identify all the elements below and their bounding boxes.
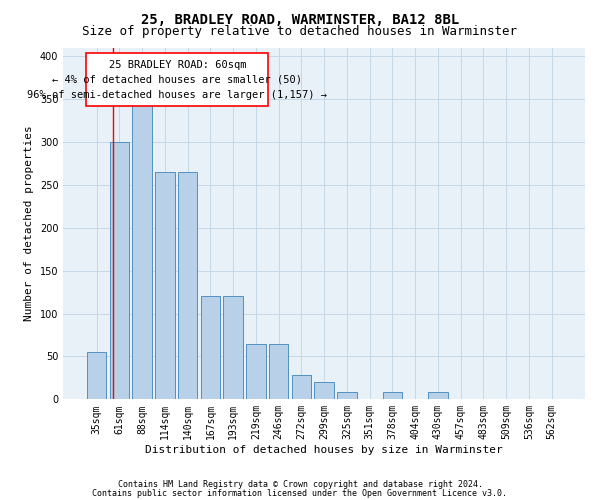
Bar — [87, 352, 106, 400]
Bar — [201, 296, 220, 400]
Bar — [337, 392, 356, 400]
Text: 25 BRADLEY ROAD: 60sqm: 25 BRADLEY ROAD: 60sqm — [109, 60, 246, 70]
Text: 25, BRADLEY ROAD, WARMINSTER, BA12 8BL: 25, BRADLEY ROAD, WARMINSTER, BA12 8BL — [141, 12, 459, 26]
Y-axis label: Number of detached properties: Number of detached properties — [24, 126, 34, 322]
FancyBboxPatch shape — [86, 52, 268, 106]
Bar — [269, 344, 289, 400]
Text: Contains public sector information licensed under the Open Government Licence v3: Contains public sector information licen… — [92, 489, 508, 498]
Text: Contains HM Land Registry data © Crown copyright and database right 2024.: Contains HM Land Registry data © Crown c… — [118, 480, 482, 489]
Bar — [178, 172, 197, 400]
Bar — [314, 382, 334, 400]
Bar — [246, 344, 266, 400]
Bar — [383, 392, 402, 400]
Text: Size of property relative to detached houses in Warminster: Size of property relative to detached ho… — [83, 25, 517, 38]
Bar — [155, 172, 175, 400]
Bar — [428, 392, 448, 400]
Bar — [133, 82, 152, 400]
Bar — [110, 142, 129, 400]
Text: ← 4% of detached houses are smaller (50): ← 4% of detached houses are smaller (50) — [52, 75, 302, 85]
Text: 96% of semi-detached houses are larger (1,157) →: 96% of semi-detached houses are larger (… — [28, 90, 328, 101]
Bar — [292, 376, 311, 400]
Bar — [223, 296, 243, 400]
X-axis label: Distribution of detached houses by size in Warminster: Distribution of detached houses by size … — [145, 445, 503, 455]
